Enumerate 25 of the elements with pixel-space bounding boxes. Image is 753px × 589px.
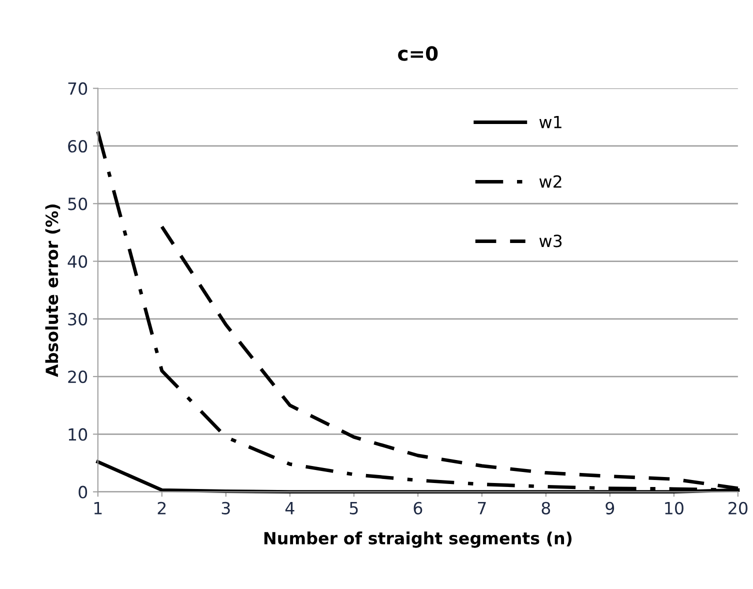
y-tick-label: 0 <box>78 486 88 498</box>
y-tick-label: 50 <box>68 198 88 210</box>
y-tick-label: 10 <box>68 428 88 441</box>
x-tick-label: 5 <box>350 502 358 514</box>
x-tick-label: 3 <box>222 502 230 514</box>
legend-label: w2 <box>539 175 562 188</box>
x-tick-label: 1 <box>94 502 102 514</box>
y-axis-title: Absolute error (%) <box>45 204 60 377</box>
y-tick-label: 40 <box>68 255 88 268</box>
x-tick-label: 8 <box>542 502 550 514</box>
y-tick-label: 70 <box>68 82 88 95</box>
y-tick-label: 30 <box>68 312 88 326</box>
legend-label: w3 <box>539 234 562 248</box>
x-tick-label: 20 <box>728 502 748 514</box>
y-tick-label: 20 <box>68 370 88 384</box>
x-axis-title: Number of straight segments (n) <box>264 532 572 548</box>
x-tick-label: 7 <box>478 502 486 514</box>
x-tick-label: 10 <box>665 502 684 514</box>
x-tick-label: 9 <box>606 502 614 514</box>
x-tick-label: 6 <box>414 502 422 514</box>
y-tick-label: 60 <box>68 140 88 153</box>
x-tick-label: 2 <box>158 502 166 514</box>
legend-label: w1 <box>539 116 562 128</box>
x-tick-label: 4 <box>285 502 294 514</box>
chart-title: c=0 <box>398 46 438 61</box>
